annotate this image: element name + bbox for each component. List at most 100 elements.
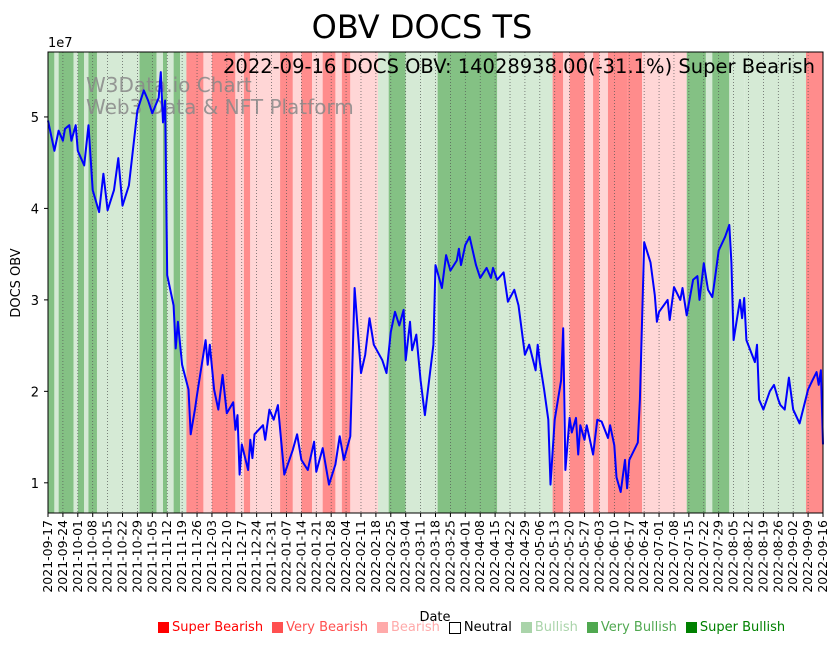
- y-axis-label: DOCS OBV: [9, 248, 24, 317]
- sentiment-band: [96, 52, 140, 513]
- legend-item: Super Bullish: [685, 620, 786, 635]
- x-tick-label: 2022-07-15: [681, 520, 696, 593]
- sentiment-band: [686, 52, 706, 513]
- sentiment-band: [599, 52, 608, 513]
- x-tick-label: 2022-06-03: [591, 520, 606, 593]
- x-tick-label: 2021-09-24: [55, 520, 70, 593]
- legend-label: Bullish: [534, 620, 578, 635]
- x-tick-label: 2022-08-12: [740, 520, 755, 593]
- sentiment-band: [712, 52, 730, 513]
- sentiment-band: [156, 52, 163, 513]
- x-tick-label: 2022-08-05: [726, 520, 741, 593]
- legend-item: Very Bullish: [586, 620, 677, 635]
- obv-line: [47, 71, 824, 493]
- sentiment-band: [235, 52, 244, 513]
- legend-item: Neutral: [448, 620, 512, 635]
- x-tick-label: 2021-12-31: [264, 520, 279, 593]
- sentiment-band: [335, 52, 342, 513]
- sentiment-band: [437, 52, 498, 513]
- x-tick-label: 2021-09-17: [40, 520, 55, 593]
- x-tick-label: 2022-02-25: [383, 520, 398, 593]
- x-tick-label: 2021-12-10: [219, 520, 234, 593]
- sentiment-band: [341, 52, 351, 513]
- sentiment-band: [642, 52, 687, 513]
- x-tick-label: 2022-05-06: [532, 520, 547, 593]
- x-tick-label: 2022-08-19: [755, 520, 770, 593]
- sentiment-band: [729, 52, 745, 513]
- sentiment-band: [180, 52, 187, 513]
- legend-swatch: [272, 622, 284, 633]
- x-tick-label: 2022-02-11: [353, 520, 368, 593]
- sentiment-band: [322, 52, 336, 513]
- sentiment-band: [705, 52, 713, 513]
- sentiment-band: [405, 52, 423, 513]
- sentiment-band: [73, 52, 78, 513]
- sentiment-band: [162, 52, 168, 513]
- x-tick-label: 2022-06-10: [606, 520, 621, 593]
- sentiment-band: [312, 52, 323, 513]
- x-tick-label: 2022-09-09: [800, 520, 815, 593]
- x-tick-label: 2022-09-16: [815, 520, 830, 593]
- x-tick-label: 2022-07-22: [696, 520, 711, 593]
- x-tick-label: 2021-12-17: [234, 520, 249, 593]
- x-tick-label: 2022-01-07: [278, 520, 293, 593]
- sentiment-band: [805, 52, 823, 513]
- x-tick-label: 2022-01-28: [323, 520, 338, 593]
- sentiment-band: [569, 52, 585, 513]
- x-tick-label: 2022-04-08: [472, 520, 487, 593]
- x-tick-label: 2021-11-12: [159, 520, 174, 593]
- x-tick-label: 2021-11-05: [144, 520, 159, 593]
- sentiment-band: [88, 52, 97, 513]
- sentiment-band: [48, 52, 55, 513]
- legend-item: Super Bearish: [158, 620, 263, 635]
- legend-swatch: [376, 622, 388, 633]
- x-tick-label: 2022-08-26: [770, 520, 785, 593]
- x-tick-label: 2022-06-24: [636, 520, 651, 593]
- x-tick-label: 2022-07-08: [666, 520, 681, 593]
- x-tick-label: 2021-10-22: [115, 520, 130, 593]
- sentiment-band: [744, 52, 806, 513]
- x-tick-label: 2022-02-04: [338, 520, 353, 593]
- x-axis-label: Date: [419, 610, 450, 625]
- x-tick-label: 2022-04-15: [487, 520, 502, 593]
- x-tick-label: 2022-01-21: [308, 520, 323, 593]
- sentiment-band: [173, 52, 181, 513]
- legend-swatch: [520, 622, 532, 633]
- x-tick-label: 2022-04-29: [517, 520, 532, 593]
- legend-item: Bullish: [520, 620, 578, 635]
- watermark-line-2: Web3 Data & NFT Platform: [86, 95, 354, 119]
- sentiment-band: [280, 52, 293, 513]
- x-tick-label: 2022-03-04: [398, 520, 413, 593]
- sentiment-band: [292, 52, 302, 513]
- x-tick-label: 2021-12-24: [249, 520, 264, 593]
- x-tick-label: 2021-10-29: [129, 520, 144, 593]
- legend-label: Super Bearish: [172, 620, 264, 635]
- y-tick-label: 3: [31, 294, 39, 309]
- legend: Super Bearish Very Bearish Bearish Neutral B…: [158, 620, 794, 635]
- sentiment-band: [593, 52, 600, 513]
- sentiment-band: [139, 52, 157, 513]
- legend-swatch: [448, 621, 461, 634]
- legend-label: Very Bullish: [600, 620, 677, 635]
- sentiment-band: [211, 52, 236, 513]
- sentiment-band: [584, 52, 594, 513]
- sentiment-band: [378, 52, 389, 513]
- sentiment-band: [77, 52, 85, 513]
- sentiment-band: [167, 52, 174, 513]
- x-tick-label: 2022-02-18: [368, 520, 383, 593]
- sentiment-band: [563, 52, 570, 513]
- x-tick-label: 2022-07-01: [651, 520, 666, 593]
- x-tick-label: 2022-05-27: [577, 520, 592, 593]
- y-tick-label: 1: [31, 477, 39, 492]
- watermark-line-1: W3Data.io Chart: [86, 73, 252, 97]
- legend-item: Very Bearish: [272, 620, 368, 635]
- legend-swatch: [158, 622, 169, 633]
- x-tick-label: 2022-04-01: [457, 520, 472, 593]
- legend-label: Super Bullish: [699, 620, 786, 635]
- x-tick-label: 2022-03-18: [428, 520, 443, 593]
- x-tick-label: 2022-04-22: [502, 520, 517, 593]
- x-tick-label: 2021-10-08: [85, 520, 100, 593]
- legend-label: Neutral: [463, 620, 512, 635]
